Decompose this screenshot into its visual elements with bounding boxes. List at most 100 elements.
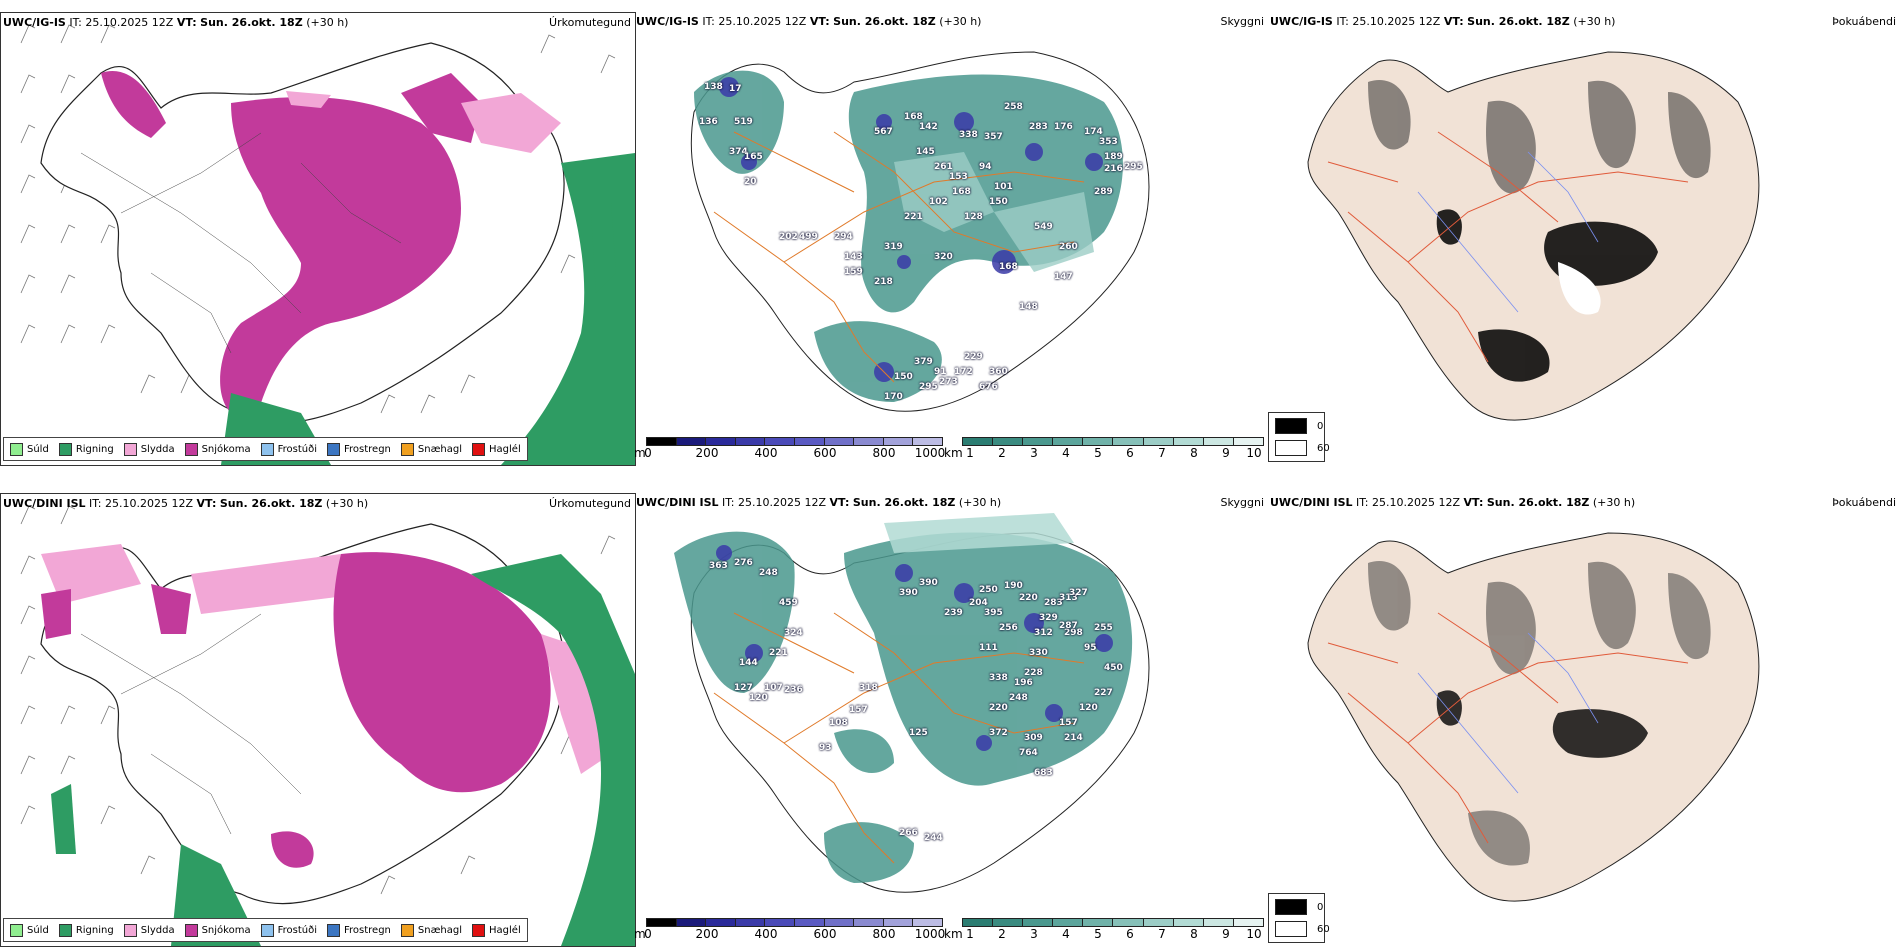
panel-title: Þokuábendi	[1832, 496, 1896, 509]
cloud-height-label: 204	[969, 598, 988, 608]
cloud-height-label: 248	[1009, 693, 1028, 703]
cloud-height-label: 390	[899, 588, 918, 598]
cloud-height-label: 159	[844, 267, 863, 277]
legend-item: Snjókoma	[184, 923, 251, 937]
precip-type-legend: Súld Rigning Slydda Snjókoma Frostúði Fr…	[3, 918, 528, 942]
cloud-height-label: 218	[874, 277, 893, 287]
cloud-height-label: 102	[929, 197, 948, 207]
cloud-height-label: 236	[784, 685, 803, 695]
visibility-map	[674, 513, 1150, 893]
cloud-height-label: 244	[924, 833, 943, 843]
snow-areas	[101, 71, 481, 414]
precip-panel-row1: UWC/IG-IS IT: 25.10.2025 12Z VT: Sun. 26…	[0, 12, 636, 466]
roads	[1327, 131, 1689, 363]
precip-map	[20, 24, 635, 465]
legend-item: Frostúði	[260, 442, 317, 456]
cloud-height-label: 329	[1039, 613, 1058, 623]
cloud-height-label: 174	[1084, 127, 1103, 137]
cloud-height-label: 145	[916, 147, 935, 157]
fog-map	[1307, 532, 1760, 902]
cloud-height-label: 248	[759, 568, 778, 578]
cloud-height-label: 150	[989, 197, 1008, 207]
cloud-height-label: 144	[739, 658, 758, 668]
cloud-height-label: 176	[1054, 122, 1073, 132]
cloud-height-label: 276	[734, 558, 753, 568]
cloud-height-label: 168	[904, 112, 923, 122]
cloud-height-label: 360	[989, 367, 1008, 377]
cloud-height-label: 289	[1094, 187, 1113, 197]
cloud-height-label: 214	[1064, 733, 1083, 743]
cloud-height-label: 327	[1069, 588, 1088, 598]
cloud-height-label: 309	[1024, 733, 1043, 743]
cloud-height-label: 312	[1034, 628, 1053, 638]
visibility-panel-row1: UWC/IG-IS IT: 25.10.2025 12Z VT: Sun. 26…	[634, 12, 1268, 464]
legend-item: Rigning	[58, 923, 114, 937]
cloud-height-label: 216	[1104, 164, 1123, 174]
fog-map	[1307, 51, 1760, 421]
cloud-height-label: 261	[934, 162, 953, 172]
roads	[713, 131, 1085, 383]
cloud-height-label: 294	[834, 232, 853, 242]
cloud-height-label: 196	[1014, 678, 1033, 688]
precip-panel-row2: UWC/DINI ISL IT: 25.10.2025 12Z VT: Sun.…	[0, 493, 636, 947]
fog-panel-row2: UWC/DINI ISL IT: 25.10.2025 12Z VT: Sun.…	[1268, 493, 1900, 945]
cloud-height-label: 567	[874, 127, 893, 137]
legend-item: Snæhagl	[400, 442, 462, 456]
cloud-height-label: 229	[964, 352, 983, 362]
cloud-height-label: 330	[1029, 648, 1048, 658]
cloud-height-label: 107	[764, 683, 783, 693]
cloud-height-label: 101	[994, 182, 1013, 192]
panel-title: Skyggni	[1220, 15, 1264, 28]
cloud-height-label: 125	[909, 728, 928, 738]
panel-title: Skyggni	[1220, 496, 1264, 509]
cloud-height-label: 120	[1079, 703, 1098, 713]
cloud-height-label: 395	[984, 608, 1003, 618]
cloud-height-label: 168	[952, 187, 971, 197]
cloud-height-label: 390	[919, 578, 938, 588]
cloud-height-label: 108	[829, 718, 848, 728]
cloud-height-label: 127	[734, 683, 753, 693]
cloud-height-label: 111	[979, 643, 998, 653]
legend-item: Súld	[10, 923, 49, 937]
cloud-height-label: 220	[989, 703, 1008, 713]
precip-type-legend: Súld Rigning Slydda Snjókoma Frostúði Fr…	[3, 437, 528, 461]
cloud-height-label: 379	[914, 357, 933, 367]
cloud-height-label: 221	[769, 648, 788, 658]
cloud-height-label: 157	[849, 705, 868, 715]
cloud-height-label: 168	[999, 262, 1018, 272]
legend-item: Haglél	[472, 442, 521, 456]
cloud-height-label: 374	[729, 147, 748, 157]
panel-title: Þokuábendi	[1832, 15, 1896, 28]
cloud-height-label: 220	[1019, 593, 1038, 603]
cloud-height-label: 313	[1059, 593, 1078, 603]
cloud-height-label: 287	[1059, 621, 1078, 631]
cloud-height-label: 320	[934, 252, 953, 262]
cloud-height-label: 298	[1064, 628, 1083, 638]
visibility-map	[690, 51, 1150, 412]
cloud-height-label: 260	[1059, 242, 1078, 252]
fog-panel-row1: UWC/IG-IS IT: 25.10.2025 12Z VT: Sun. 26…	[1268, 12, 1900, 464]
cloud-height-label: 165	[744, 152, 763, 162]
cloud-height-label: 283	[1029, 122, 1048, 132]
cloud-height-label: 189	[1104, 152, 1123, 162]
visibility-panel-row2: UWC/DINI ISL IT: 25.10.2025 12Z VT: Sun.…	[634, 493, 1268, 945]
legend-item: Frostúði	[260, 923, 317, 937]
cloud-height-label: 338	[989, 673, 1008, 683]
cloud-height-label: 549	[1034, 222, 1053, 232]
cloud-height-label: 319	[884, 242, 903, 252]
cloud-height-label: 148	[1019, 302, 1038, 312]
cloud-height-label: 153	[949, 172, 968, 182]
cloud-height-label: 363	[709, 561, 728, 571]
height-colorbar-bar	[646, 437, 943, 446]
cloud-height-label: 20	[744, 177, 757, 187]
cloud-height-label: 150	[894, 372, 913, 382]
cloud-height-label: 138	[704, 82, 723, 92]
cloud-height-label: 318	[859, 683, 878, 693]
cloud-height-label: 295	[919, 382, 938, 392]
legend-item: Haglél	[472, 923, 521, 937]
panel-header: UWC/IG-IS IT: 25.10.2025 12Z VT: Sun. 26…	[636, 15, 982, 28]
cloud-height-label: 353	[1099, 137, 1118, 147]
panel-header: UWC/IG-IS IT: 25.10.2025 12Z VT: Sun. 26…	[1270, 15, 1616, 28]
fog-areas	[1368, 80, 1711, 194]
cloud-height-label: 266	[899, 828, 918, 838]
